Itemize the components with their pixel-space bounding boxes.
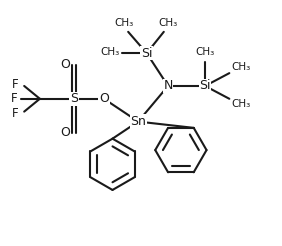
Text: CH₃: CH₃ <box>231 62 250 72</box>
Text: O: O <box>61 126 70 139</box>
Text: CH₃: CH₃ <box>195 47 215 57</box>
Text: O: O <box>61 58 70 71</box>
Text: F: F <box>12 107 19 120</box>
Text: CH₃: CH₃ <box>115 18 134 28</box>
Text: F: F <box>12 78 19 91</box>
Text: CH₃: CH₃ <box>231 99 250 109</box>
Text: Si: Si <box>141 47 153 60</box>
Text: O: O <box>99 92 109 105</box>
Text: S: S <box>70 92 78 105</box>
Text: Sn: Sn <box>130 115 146 128</box>
Text: CH₃: CH₃ <box>100 47 119 57</box>
Text: N: N <box>163 79 173 92</box>
Text: CH₃: CH₃ <box>158 18 178 28</box>
Text: Si: Si <box>199 79 211 92</box>
Text: F: F <box>11 92 17 105</box>
